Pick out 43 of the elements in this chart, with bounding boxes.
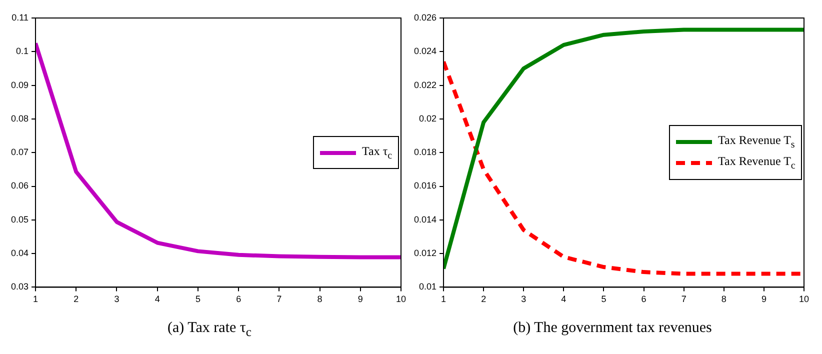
x-tick-label: 7 bbox=[681, 294, 686, 304]
x-tick-label: 9 bbox=[358, 294, 363, 304]
x-tick-label: 2 bbox=[481, 294, 486, 304]
x-tick-label: 4 bbox=[561, 294, 566, 304]
x-tick-label: 1 bbox=[441, 294, 446, 304]
x-tick-label: 1 bbox=[33, 294, 38, 304]
y-tick-label: 0.06 bbox=[10, 180, 29, 191]
x-tick-label: 10 bbox=[396, 294, 406, 304]
text: (b) The government tax revenues bbox=[512, 320, 713, 337]
y-tick-label: 0.08 bbox=[10, 113, 29, 124]
x-tick-label: 6 bbox=[236, 294, 242, 304]
y-tick-label: 0.012 bbox=[414, 248, 437, 258]
y-tick-label: 0.03 bbox=[10, 282, 29, 292]
y-tick-label: 0.018 bbox=[414, 147, 437, 158]
y-tick-label: 0.02 bbox=[418, 113, 437, 124]
y-tick-label: 0.026 bbox=[414, 12, 437, 22]
y-tick-label: 0.022 bbox=[414, 80, 437, 90]
y-tick-label: 0.04 bbox=[10, 248, 29, 258]
y-tick-label: 0.024 bbox=[414, 46, 437, 56]
legend-label: Tax Revenue T$_{s}$ bbox=[718, 133, 795, 150]
x-tick-label: 7 bbox=[276, 294, 282, 304]
x-tick-label: 5 bbox=[195, 294, 200, 304]
text: (a) Tax rate τ$_{c}$ bbox=[166, 320, 252, 340]
y-tick-label: 0.014 bbox=[414, 214, 437, 224]
x-tick-label: 6 bbox=[641, 294, 646, 304]
x-tick-label: 9 bbox=[761, 294, 766, 304]
y-tick-label: 0.11 bbox=[12, 12, 29, 22]
x-tick-label: 5 bbox=[601, 294, 606, 304]
x-tick-label: 3 bbox=[114, 294, 120, 304]
x-tick-label: 8 bbox=[317, 294, 322, 304]
x-tick-label: 3 bbox=[521, 294, 526, 304]
x-tick-label: 4 bbox=[154, 294, 160, 304]
y-tick-label: 0.1 bbox=[16, 46, 29, 56]
x-tick-label: 8 bbox=[721, 294, 726, 304]
y-tick-label: 0.05 bbox=[10, 214, 29, 224]
x-tick-label: 2 bbox=[74, 294, 79, 304]
legend-label: Tax Revenue T$_{c}$ bbox=[718, 154, 796, 172]
legend-label: Tax τ$_{c}$ bbox=[362, 144, 392, 162]
y-tick-label: 0.016 bbox=[414, 180, 437, 191]
x-tick-label: 10 bbox=[798, 294, 810, 304]
y-tick-label: 0.09 bbox=[10, 80, 29, 90]
y-tick-label: 0.07 bbox=[10, 147, 29, 158]
y-tick-label: 0.01 bbox=[418, 282, 437, 292]
